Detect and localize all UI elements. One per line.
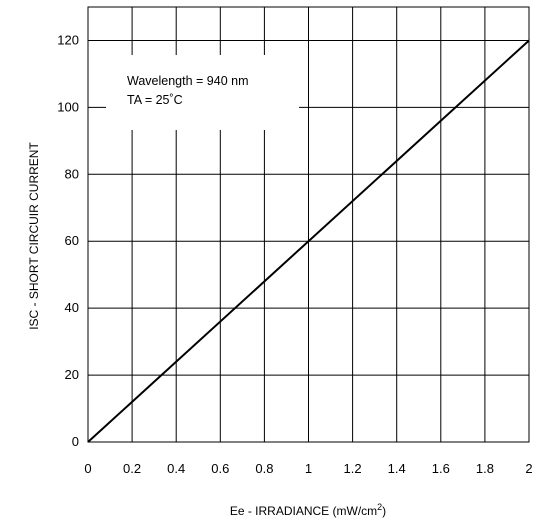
x-tick-label: 1.2 [344, 461, 362, 476]
y-tick-label: 60 [65, 233, 79, 248]
x-axis-title: Ee - IRRADIANCE (mW/cm2) [230, 502, 386, 518]
y-tick-label: 0 [72, 434, 79, 449]
annotation-box [106, 55, 299, 130]
x-tick-label: 0.8 [255, 461, 273, 476]
x-tick-label: 0 [84, 461, 91, 476]
x-tick-label: 1.6 [432, 461, 450, 476]
x-axis-title-main: Ee - IRRADIANCE (mW/cm [230, 504, 377, 518]
x-tick-label: 0.2 [123, 461, 141, 476]
x-tick-labels: 0 0.2 0.4 0.6 0.8 1 1.2 1.4 1.6 1.8 2 [84, 461, 532, 476]
x-axis-title-suffix: ) [382, 504, 386, 518]
x-tick-label: 2 [525, 461, 532, 476]
annotation-wavelength: Wavelength = 940 nm [127, 74, 248, 88]
x-axis-title-superscript: 2 [377, 502, 382, 512]
y-axis-title: ISC - SHORT CIRCUIR CURRENT [27, 142, 41, 330]
y-tick-label: 40 [65, 300, 79, 315]
x-tick-label: 1 [305, 461, 312, 476]
y-tick-label: 80 [65, 166, 79, 181]
y-tick-label: 20 [65, 367, 79, 382]
annotation-temperature: TA = 25˚C [127, 93, 183, 107]
plot-frame [87, 6, 530, 443]
x-tick-label: 0.4 [167, 461, 185, 476]
y-tick-label: 120 [57, 32, 79, 47]
y-tick-labels: 0 20 40 60 80 100 120 [57, 32, 79, 449]
x-tick-label: 0.6 [211, 461, 229, 476]
series-layer [87, 39, 530, 443]
x-tick-label: 1.8 [476, 461, 494, 476]
series-line-0 [87, 39, 530, 443]
x-tick-label: 1.4 [388, 461, 406, 476]
y-tick-label: 100 [57, 99, 79, 114]
